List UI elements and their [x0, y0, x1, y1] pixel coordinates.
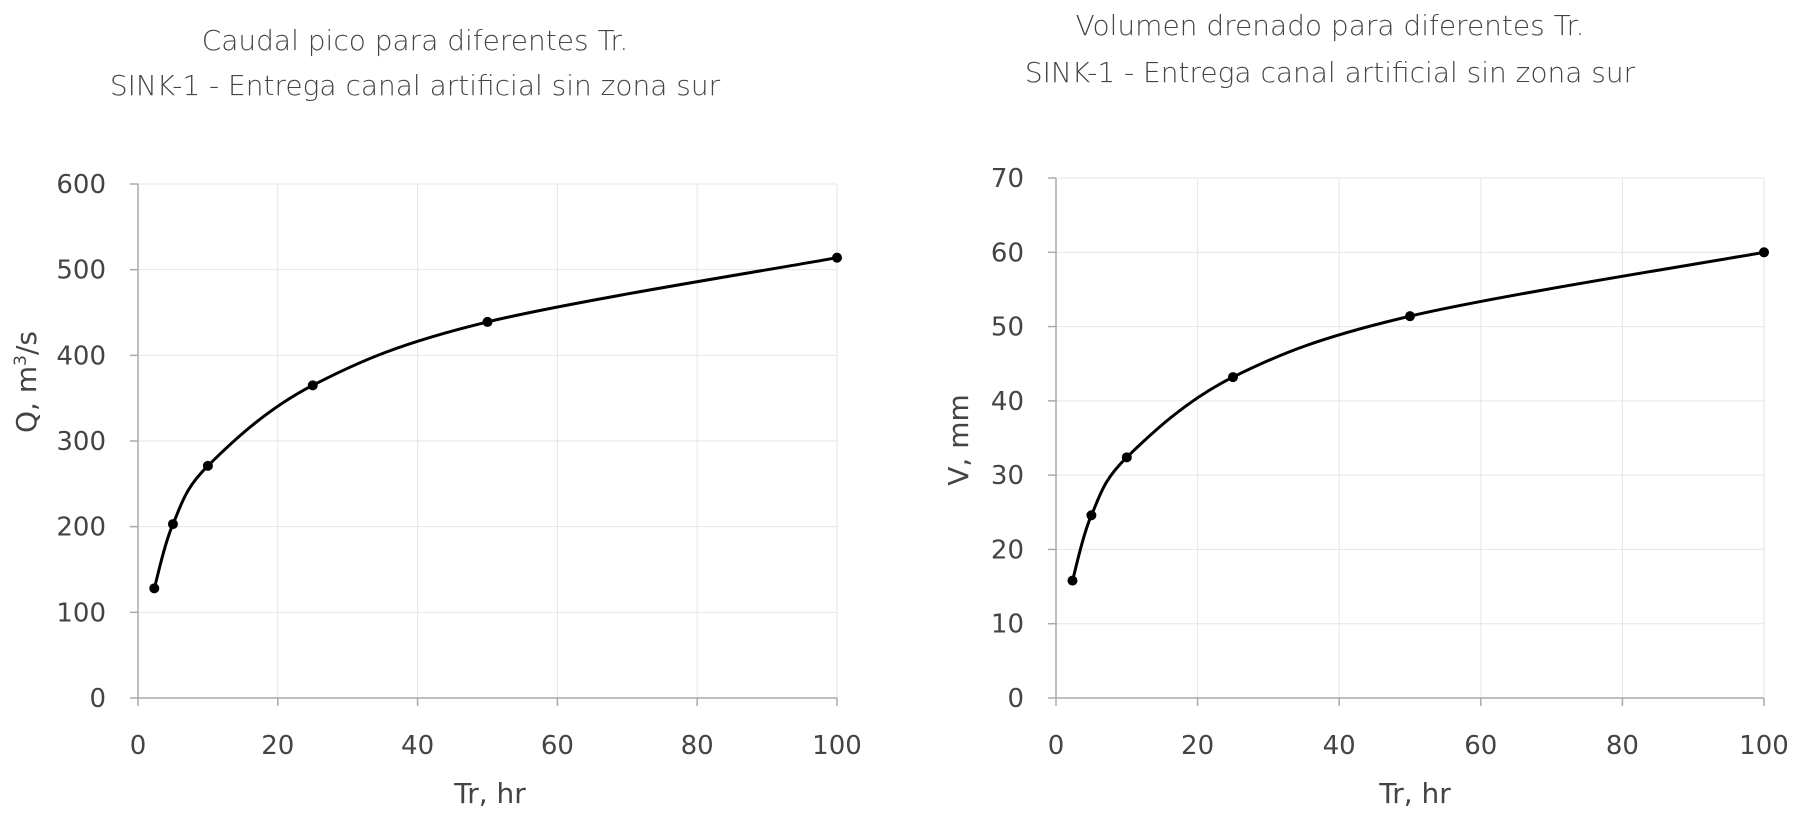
x-tick-label: 0: [130, 731, 147, 761]
y-tick-labels: 0 10 20 30 40 50 60 70: [991, 164, 1024, 714]
data-point: [167, 519, 178, 530]
x-tick-label: 100: [1739, 731, 1789, 761]
y-tick-label: 50: [991, 313, 1024, 343]
x-tick-label: 80: [1606, 731, 1639, 761]
data-point: [832, 252, 842, 263]
data-point: [202, 460, 213, 471]
data-point: [482, 316, 493, 327]
grid: [138, 183, 838, 698]
y-tick-label: 20: [991, 535, 1024, 565]
x-tick-label: 20: [1181, 731, 1214, 761]
y-tick-label: 30: [991, 461, 1024, 491]
data-point: [307, 380, 318, 391]
y-tick-label: 200: [56, 513, 106, 543]
data-point: [1121, 452, 1132, 463]
y-axis-label-tail: /s: [10, 331, 43, 355]
series: [1067, 247, 1769, 586]
y-axis-label-superscript: 3: [11, 355, 31, 366]
y-tick-label: 400: [56, 341, 106, 371]
data-point: [1086, 510, 1097, 521]
data-point: [1228, 372, 1238, 383]
x-tick-labels: 0 20 40 60 80 100: [1048, 731, 1789, 761]
x-tick-label: 0: [1048, 731, 1065, 761]
data-point: [1067, 575, 1078, 586]
chart-title-line-1: Volumen drenado para diferentes Tr.: [1076, 9, 1585, 42]
y-axis-label-main: Q, m: [10, 366, 43, 433]
y-axis-label-main: V, mm: [942, 394, 975, 486]
y-tick-label: 500: [56, 256, 106, 286]
axes: [1048, 177, 1765, 706]
y-axis-label: V, mm: [942, 394, 975, 486]
x-tick-label: 100: [812, 731, 862, 761]
x-tick-label: 40: [1323, 731, 1356, 761]
axes: [130, 183, 838, 706]
series: [149, 252, 842, 594]
y-tick-label: 600: [56, 170, 106, 200]
series-line: [1071, 250, 1765, 582]
data-point: [1759, 247, 1769, 258]
chart-peak-flow: Caudal pico para diferentes Tr. SINK-1 -…: [10, 24, 862, 810]
x-tick-labels: 0 20 40 60 80 100: [130, 731, 862, 761]
x-tick-label: 60: [1464, 731, 1497, 761]
x-tick-label: 40: [401, 731, 434, 761]
y-tick-label: 300: [56, 427, 106, 457]
x-axis-label: Tr, hr: [453, 777, 526, 810]
chart-drained-volume: Volumen drenado para diferentes Tr. SINK…: [942, 9, 1789, 810]
y-tick-label: 60: [991, 238, 1024, 268]
y-tick-label: 0: [1007, 684, 1024, 714]
y-tick-label: 10: [991, 610, 1024, 640]
data-point: [149, 583, 160, 594]
y-tick-label: 0: [89, 684, 106, 714]
y-tick-label: 70: [991, 164, 1024, 194]
x-tick-label: 60: [541, 731, 574, 761]
series-line: [152, 256, 838, 589]
y-tick-labels: 0 100 200 300 400 500 600: [56, 170, 106, 714]
x-tick-label: 80: [681, 731, 714, 761]
y-tick-label: 100: [56, 598, 106, 628]
x-tick-label: 20: [261, 731, 294, 761]
data-point: [1405, 311, 1415, 322]
chart-title-line-2: SINK-1 - Entrega canal artificial sin zo…: [1025, 56, 1636, 89]
chart-title-line-1: Caudal pico para diferentes Tr.: [202, 24, 629, 57]
x-axis-label: Tr, hr: [1378, 777, 1451, 810]
y-axis-label: Q, m3/s: [10, 331, 43, 433]
grid: [1056, 177, 1765, 698]
chart-title-line-2: SINK-1 - Entrega canal artificial sin zo…: [110, 69, 721, 102]
y-tick-label: 40: [991, 387, 1024, 417]
